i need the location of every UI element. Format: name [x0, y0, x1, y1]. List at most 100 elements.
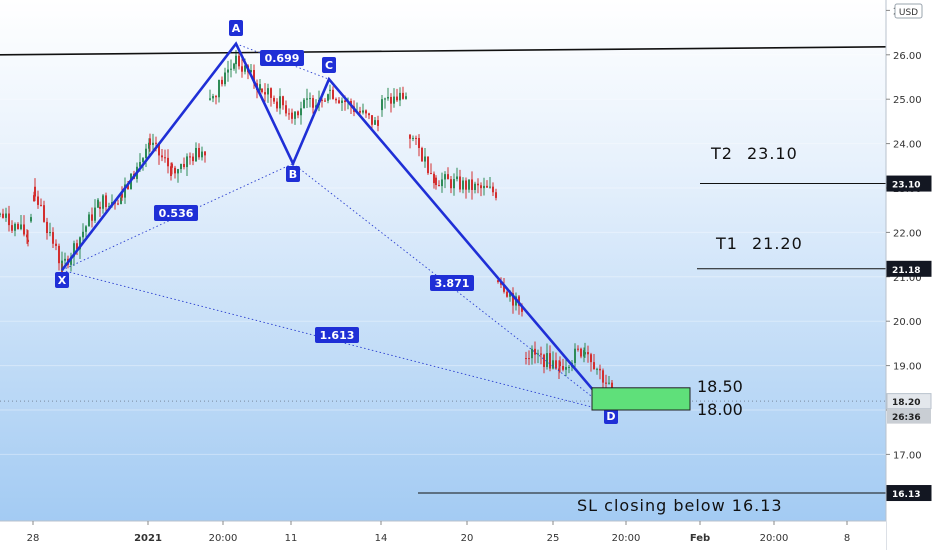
candle-body	[489, 186, 491, 188]
candle-body	[477, 183, 479, 186]
candle-body	[233, 63, 235, 69]
candle-body	[85, 226, 87, 232]
candle-body	[49, 232, 51, 234]
candle-body	[537, 353, 539, 355]
candle-body	[552, 360, 554, 369]
candle-body	[212, 96, 214, 99]
candle-body	[555, 360, 557, 369]
candle-body	[393, 96, 395, 104]
candle-body	[435, 177, 437, 186]
candle-body	[306, 98, 308, 100]
candle-body	[543, 354, 545, 368]
candle-body	[387, 96, 389, 99]
candle-body	[374, 120, 376, 125]
candle-body	[525, 358, 527, 360]
candle-body	[521, 305, 523, 312]
candle-body	[549, 353, 551, 369]
candle-body	[495, 192, 497, 198]
candle-body	[471, 179, 473, 190]
time-tick-label: 20	[461, 533, 474, 544]
candle-body	[596, 368, 598, 370]
ratio-label: 1.613	[315, 327, 359, 343]
candle-body	[427, 156, 429, 174]
harmonic-pattern[interactable]: 0.699 0.536 3.871 1.613 X A B C D	[55, 20, 618, 424]
time-tick-label: 20:00	[612, 533, 641, 544]
pattern-point-bg	[604, 408, 618, 424]
candle-body	[142, 158, 144, 163]
candle-body	[341, 100, 343, 103]
candle-body	[73, 243, 75, 257]
candle-body	[235, 55, 237, 65]
candle-body	[444, 174, 446, 180]
candle-body	[189, 156, 191, 158]
time-tick-label: 2021	[134, 533, 162, 544]
candle-body	[409, 134, 411, 139]
candle-body	[303, 99, 305, 109]
time-tick-label: Feb	[690, 533, 710, 544]
price-badge-text: 23.10	[892, 181, 920, 191]
candle-body	[273, 97, 275, 102]
ratio-label-text: 1.613	[320, 329, 355, 342]
price-tick-label: 20.00	[893, 317, 922, 328]
candle-body	[117, 203, 119, 205]
ratio-label-text: 0.536	[159, 207, 194, 220]
grid-lines	[0, 9, 886, 455]
candle-body	[279, 96, 281, 109]
candle-body	[459, 176, 461, 190]
candle-body	[152, 142, 154, 145]
ratio-label-bg	[315, 327, 359, 343]
candle-body	[14, 223, 16, 231]
candle-body	[492, 186, 494, 193]
candle-body	[577, 348, 579, 350]
candle-body	[192, 156, 194, 162]
entry-zone[interactable]	[591, 387, 691, 411]
time-axis[interactable]: 28 2021 20:00 11 14 20 25 20:00 Feb 20:00 8	[0, 520, 886, 550]
countdown-badge-bg	[887, 408, 931, 424]
candle-body	[568, 366, 570, 368]
pattern-point-c: C	[322, 57, 336, 73]
candle-body	[399, 92, 401, 101]
candle-body	[338, 100, 340, 103]
candle-body	[565, 367, 567, 370]
price-badge-bg	[886, 175, 932, 192]
candle-body	[88, 214, 90, 227]
price-badge: 21.18	[886, 260, 932, 277]
candle-body	[224, 72, 226, 85]
price-axis[interactable]: 17.0018.0019.0020.0021.0022.0023.0024.00…	[885, 0, 932, 550]
candle-body	[377, 120, 379, 126]
candle-body	[433, 173, 435, 184]
pattern-point-label: C	[325, 59, 333, 72]
candle-body	[170, 166, 172, 176]
candle-body	[82, 231, 84, 238]
candle-body	[108, 206, 110, 208]
candle-body	[94, 207, 96, 221]
candle-body	[447, 174, 449, 180]
stop-loss-label: SL closing below 16.13	[577, 496, 783, 515]
candle-body	[267, 88, 269, 95]
candle-body	[509, 293, 511, 297]
candle-body	[430, 173, 432, 175]
currency-badge[interactable]: USD	[894, 3, 923, 19]
time-tick-label: 28	[27, 533, 40, 544]
pattern-legs[interactable]	[60, 41, 613, 414]
candle-body	[2, 213, 4, 218]
pattern-point-b: B	[286, 166, 300, 182]
candle-body	[421, 148, 423, 162]
candle-body	[46, 221, 48, 234]
trend-line[interactable]	[0, 46, 887, 56]
candle-body	[608, 382, 610, 384]
candle-body	[282, 96, 284, 106]
t1-label-name: T1	[715, 234, 738, 253]
candle-body	[294, 111, 296, 119]
candle-body	[503, 284, 505, 292]
time-tick-label: 8	[844, 533, 850, 544]
time-tick-label: 11	[285, 533, 298, 544]
candle-body	[390, 96, 392, 104]
candle-body	[177, 169, 179, 174]
candle-body	[76, 243, 78, 250]
time-tick-label: 20:00	[209, 533, 238, 544]
candle-body	[450, 179, 452, 189]
candle-body	[17, 223, 19, 230]
countdown-badge-text: 26:36	[892, 413, 921, 423]
